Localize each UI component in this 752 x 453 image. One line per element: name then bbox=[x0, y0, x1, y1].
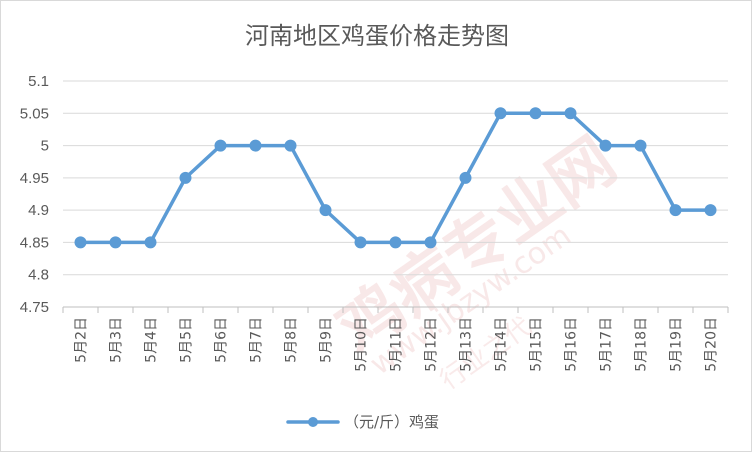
data-point[interactable] bbox=[599, 139, 612, 152]
x-axis-ticks: 5月2日 5月3日 5月4日 5月5日 5月6日 5月7日 5月8日 5月9日 5月10日 5月1… bbox=[62, 307, 729, 372]
x-tick-label: 5月7日 bbox=[249, 317, 265, 363]
y-tick-label: 5 bbox=[41, 138, 49, 155]
grid-lines bbox=[63, 80, 728, 276]
x-tick-label: 5月9日 bbox=[319, 317, 335, 363]
x-tick-label: 5月5日 bbox=[179, 317, 195, 363]
legend-label: （元/斤）鸡蛋 bbox=[344, 413, 439, 431]
data-point[interactable] bbox=[389, 236, 402, 249]
x-tick-label: 5月18日 bbox=[634, 317, 650, 372]
x-tick-label: 5月17日 bbox=[599, 317, 615, 372]
data-point[interactable] bbox=[704, 204, 717, 217]
y-tick-label: 4.85 bbox=[20, 234, 49, 251]
data-point[interactable] bbox=[529, 107, 542, 120]
x-tick-label: 5月6日 bbox=[214, 317, 230, 363]
watermark-main: 鸡病专业网 bbox=[325, 124, 630, 368]
x-tick-label: 5月4日 bbox=[144, 317, 160, 363]
x-tick-label: 5月8日 bbox=[284, 317, 300, 363]
y-tick-label: 5.05 bbox=[20, 105, 49, 122]
data-point[interactable] bbox=[354, 236, 367, 249]
y-axis-ticks: 4.75 4.8 4.85 4.9 4.95 5 5.05 5.1 bbox=[20, 73, 49, 316]
data-point[interactable] bbox=[459, 171, 472, 184]
data-point[interactable] bbox=[564, 107, 577, 120]
data-point[interactable] bbox=[74, 236, 87, 249]
data-point[interactable] bbox=[424, 236, 437, 249]
x-tick-label: 5月19日 bbox=[669, 317, 685, 372]
y-tick-label: 5.1 bbox=[28, 73, 49, 90]
data-point[interactable] bbox=[179, 171, 192, 184]
x-tick-label: 5月15日 bbox=[529, 317, 545, 372]
data-point[interactable] bbox=[249, 139, 262, 152]
x-tick-label: 5月10日 bbox=[354, 317, 370, 372]
x-tick-label: 5月3日 bbox=[109, 317, 125, 363]
data-point[interactable] bbox=[634, 139, 647, 152]
x-tick-label: 5月2日 bbox=[74, 317, 90, 363]
x-tick-label: 5月12日 bbox=[424, 317, 440, 372]
chart-title: 河南地区鸡蛋价格走势图 bbox=[245, 22, 509, 50]
data-point[interactable] bbox=[109, 236, 122, 249]
data-point[interactable] bbox=[319, 204, 332, 217]
legend[interactable]: （元/斤）鸡蛋 bbox=[286, 413, 439, 431]
x-tick-label: 5月11日 bbox=[389, 317, 405, 372]
data-point[interactable] bbox=[284, 139, 297, 152]
data-point[interactable] bbox=[669, 204, 682, 217]
data-point[interactable] bbox=[494, 107, 507, 120]
x-tick-label: 5月14日 bbox=[494, 317, 510, 372]
series-layer bbox=[74, 107, 717, 249]
data-point[interactable] bbox=[144, 236, 157, 249]
x-tick-label: 5月16日 bbox=[564, 317, 580, 372]
y-tick-label: 4.9 bbox=[28, 202, 49, 219]
legend-marker-swatch bbox=[308, 417, 318, 427]
y-tick-label: 4.95 bbox=[20, 170, 49, 187]
y-tick-label: 4.75 bbox=[20, 299, 49, 316]
y-tick-label: 4.8 bbox=[28, 267, 49, 284]
x-tick-label: 5月13日 bbox=[459, 317, 475, 372]
watermark: 鸡病专业网 www.jbzyw.com 行业之代 bbox=[325, 124, 630, 396]
x-tick-label: 5月20日 bbox=[704, 317, 720, 372]
data-point[interactable] bbox=[214, 139, 227, 152]
